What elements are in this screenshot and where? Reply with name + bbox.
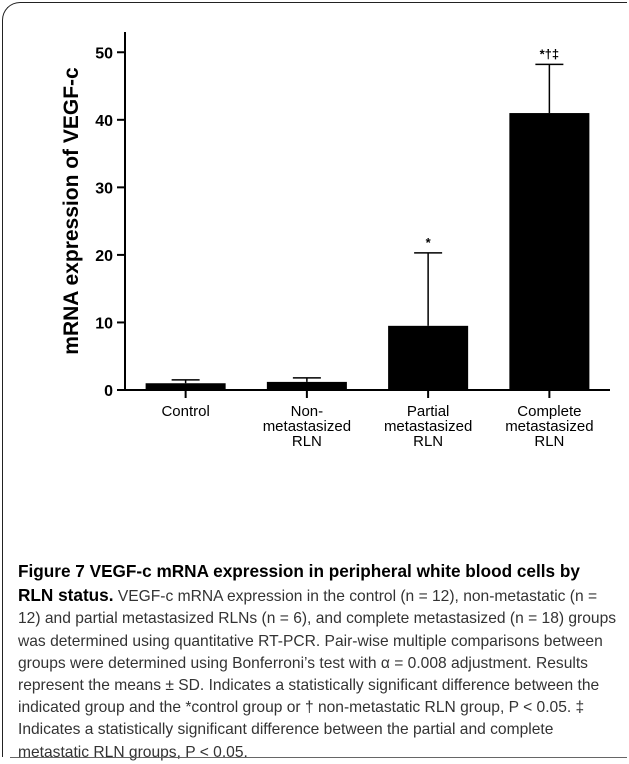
x-tick-label: Partial metastasized RLN	[384, 403, 472, 450]
y-tick-label: 40	[95, 113, 113, 130]
x-tick-label: Control	[161, 403, 209, 420]
bar	[266, 381, 347, 390]
bar	[388, 325, 469, 390]
y-tick-label: 0	[104, 383, 113, 400]
bar-chart: 0 10 20 30 40 50 mRNA expression of VEGF-c Cont…	[60, 32, 610, 450]
figure-caption: Figure 7 VEGF-c mRNA expression in perip…	[18, 560, 618, 764]
bar	[145, 383, 226, 390]
y-tick-label: 30	[95, 180, 113, 197]
y-axis-label: mRNA expression of VEGF-c	[60, 67, 83, 355]
x-tick-label: Non-metastasized RLN	[263, 403, 351, 450]
y-tick-label: 10	[95, 315, 113, 332]
significance-marker: *	[426, 235, 432, 250]
y-tick-label: 20	[95, 248, 113, 265]
significance-marker: *†‡	[540, 46, 560, 61]
x-tick-label: Complete metastasized RLN	[505, 403, 593, 450]
bottom-rule	[10, 757, 627, 758]
caption-title: Figure 7 VEGF-c mRNA expression in perip…	[18, 561, 580, 606]
bar	[509, 113, 590, 390]
y-tick-label: 50	[95, 45, 113, 62]
caption-body: VEGF-c mRNA expression in the control (n…	[18, 588, 617, 761]
